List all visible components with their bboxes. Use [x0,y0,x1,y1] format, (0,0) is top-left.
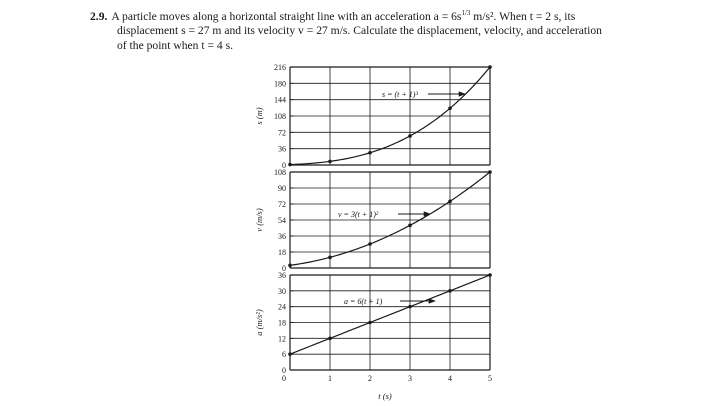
y-tick-label: 6 [282,350,286,359]
data-point [368,150,372,155]
y-tick-label: 180 [274,79,286,88]
problem-statement: 2.9. A particle moves along a horizontal … [90,6,650,53]
y-tick-label: 18 [278,248,286,257]
data-point [368,320,372,325]
y-tick-label: 12 [278,334,286,343]
problem-text-1: A particle moves along a horizontal stra… [111,9,462,23]
panel-2: 108 90 72 54 36 18 0 v = 3(t + 1)² v (m/s) [254,168,492,273]
y-tick-label: 0 [282,264,286,273]
y-tick-label: 0 [282,366,286,375]
y-tick-label: 36 [278,271,286,280]
y-tick-label: 24 [278,303,286,312]
y-tick-label: 72 [278,128,286,137]
data-point [288,162,292,167]
data-point [448,199,452,204]
data-point [488,273,492,277]
series-curve [289,274,491,355]
y-axis-label: v (m/s) [254,208,264,232]
data-point [288,263,292,268]
series-curve [289,66,491,166]
y-tick-label: 36 [278,232,286,241]
data-point [408,134,412,138]
y-tick-label: 90 [278,184,286,193]
y-tick-label: 108 [274,112,286,121]
x-axis: 0 1 2 3 4 5 t (s) [282,374,492,401]
y-tick-label: 72 [278,200,286,209]
y-tick-label: 54 [278,216,286,225]
x-tick-label: 3 [408,374,412,383]
curve-equation-label: v = 3(t + 1)² [338,210,379,219]
data-point [288,352,292,356]
data-point [448,106,452,111]
data-point [488,65,492,69]
panel-3: 36 30 24 18 12 6 0 a = 6(t + 1) a (m/s²) [254,271,492,375]
data-point [368,242,372,246]
y-tick-label: 0 [282,161,286,170]
data-point [448,289,452,293]
x-tick-label: 5 [488,374,492,383]
problem-number: 2.9. [90,9,108,23]
data-point [328,336,332,341]
problem-text-1-tail: m/s². When t = 2 s, its [470,9,576,23]
data-point [408,304,412,309]
y-tick-label: 108 [274,168,286,177]
data-point [328,255,332,260]
y-tick-label: 30 [278,287,286,296]
x-origin-label: 0 [282,374,286,383]
y-axis-label: s (m) [254,107,264,124]
y-tick-label: 216 [274,63,286,72]
panel-1: 216 180 144 108 72 36 0 s = (t + 1)³ s (m) [254,63,492,170]
y-tick-label: 144 [274,96,286,105]
x-axis-label: t (s) [378,391,392,401]
data-point [328,159,332,164]
x-tick-label: 1 [328,374,332,383]
series-curve [289,171,491,266]
data-point [488,170,492,174]
problem-line-2: displacement s = 27 m and its velocity v… [117,24,602,38]
x-tick-label: 2 [368,374,372,383]
curve-equation-label: a = 6(t + 1) [344,297,383,306]
y-tick-label: 18 [278,319,286,328]
curve-equation-label: s = (t + 1)³ [382,90,418,99]
x-tick-label: 4 [448,374,452,383]
data-point [408,223,412,228]
exponent: 1/3 [461,9,471,17]
y-axis-label: a (m/s²) [254,309,264,336]
y-tick-label: 36 [278,145,286,154]
problem-line-3: of the point when t = 4 s. [117,38,234,52]
problem-line-1: 2.9. A particle moves along a horizontal … [90,6,650,24]
